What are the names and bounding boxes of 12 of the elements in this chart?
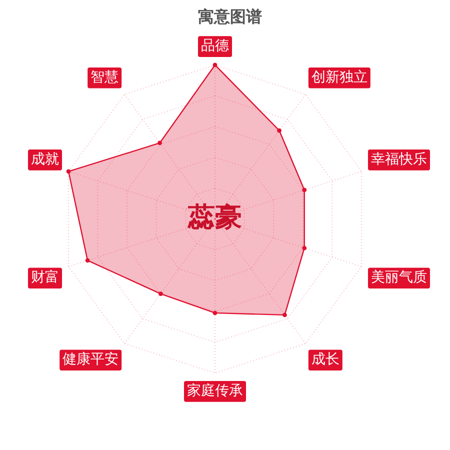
text: 蕊豪 bbox=[187, 202, 242, 234]
spoke-label: 家庭传承 bbox=[187, 383, 243, 400]
spoke-label: 品德 bbox=[201, 38, 229, 54]
spoke-label: 健康平安 bbox=[62, 352, 119, 368]
spoke-label: 幸福快乐 bbox=[371, 152, 427, 168]
spoke-label: 成长 bbox=[311, 352, 340, 368]
spoke-label: 成就 bbox=[31, 152, 59, 168]
spoke-label: 创新独立 bbox=[311, 70, 368, 86]
chart-title: 寓意图谱 bbox=[198, 6, 262, 26]
spoke-label: 美丽气质 bbox=[371, 270, 427, 286]
spoke-label: 智慧 bbox=[90, 70, 119, 86]
spoke-label: 财富 bbox=[31, 270, 59, 286]
